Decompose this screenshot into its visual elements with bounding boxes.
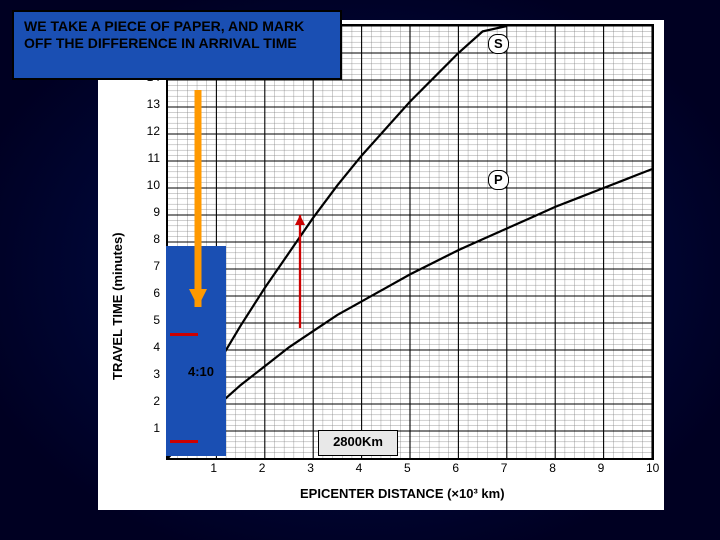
y-tick-label: 3 xyxy=(138,368,160,380)
y-tick-label: 9 xyxy=(138,206,160,218)
y-tick-label: 13 xyxy=(138,98,160,110)
paper-tick-top xyxy=(170,333,198,336)
chart-grid-svg xyxy=(168,26,652,458)
y-tick-label: 5 xyxy=(138,314,160,326)
y-tick-label: 11 xyxy=(138,152,160,164)
plot-area xyxy=(166,24,654,460)
y-tick-label: 2 xyxy=(138,395,160,407)
x-tick-label: 5 xyxy=(404,462,411,474)
y-axis-label: TRAVEL TIME (minutes) xyxy=(110,232,125,380)
x-tick-label: 4 xyxy=(356,462,363,474)
x-axis-label: EPICENTER DISTANCE (×10³ km) xyxy=(300,486,505,501)
y-tick-label: 10 xyxy=(138,179,160,191)
paper-tick-bottom xyxy=(170,440,198,443)
x-tick-label: 7 xyxy=(501,462,508,474)
time-difference-label: 4:10 xyxy=(180,365,222,379)
x-tick-label: 1 xyxy=(210,462,217,474)
paper-strip xyxy=(166,246,226,456)
y-tick-label: 1 xyxy=(138,422,160,434)
y-tick-label: 12 xyxy=(138,125,160,137)
x-tick-label: 6 xyxy=(452,462,459,474)
y-tick-label: 7 xyxy=(138,260,160,272)
x-tick-label: 3 xyxy=(307,462,314,474)
y-tick-label: 4 xyxy=(138,341,160,353)
x-tick-label: 9 xyxy=(598,462,605,474)
slide-stage: PS1234567891012345678910111213141516TRAV… xyxy=(0,0,720,540)
s-curve-label: S xyxy=(488,34,509,54)
instruction-callout: WE TAKE A PIECE OF PAPER, AND MARK OFF T… xyxy=(12,10,342,80)
y-tick-label: 6 xyxy=(138,287,160,299)
x-tick-label: 10 xyxy=(646,462,659,474)
distance-readout: 2800Km xyxy=(318,430,398,456)
x-tick-label: 8 xyxy=(549,462,556,474)
x-tick-label: 2 xyxy=(259,462,266,474)
p-curve-label: P xyxy=(488,170,509,190)
y-tick-label: 8 xyxy=(138,233,160,245)
